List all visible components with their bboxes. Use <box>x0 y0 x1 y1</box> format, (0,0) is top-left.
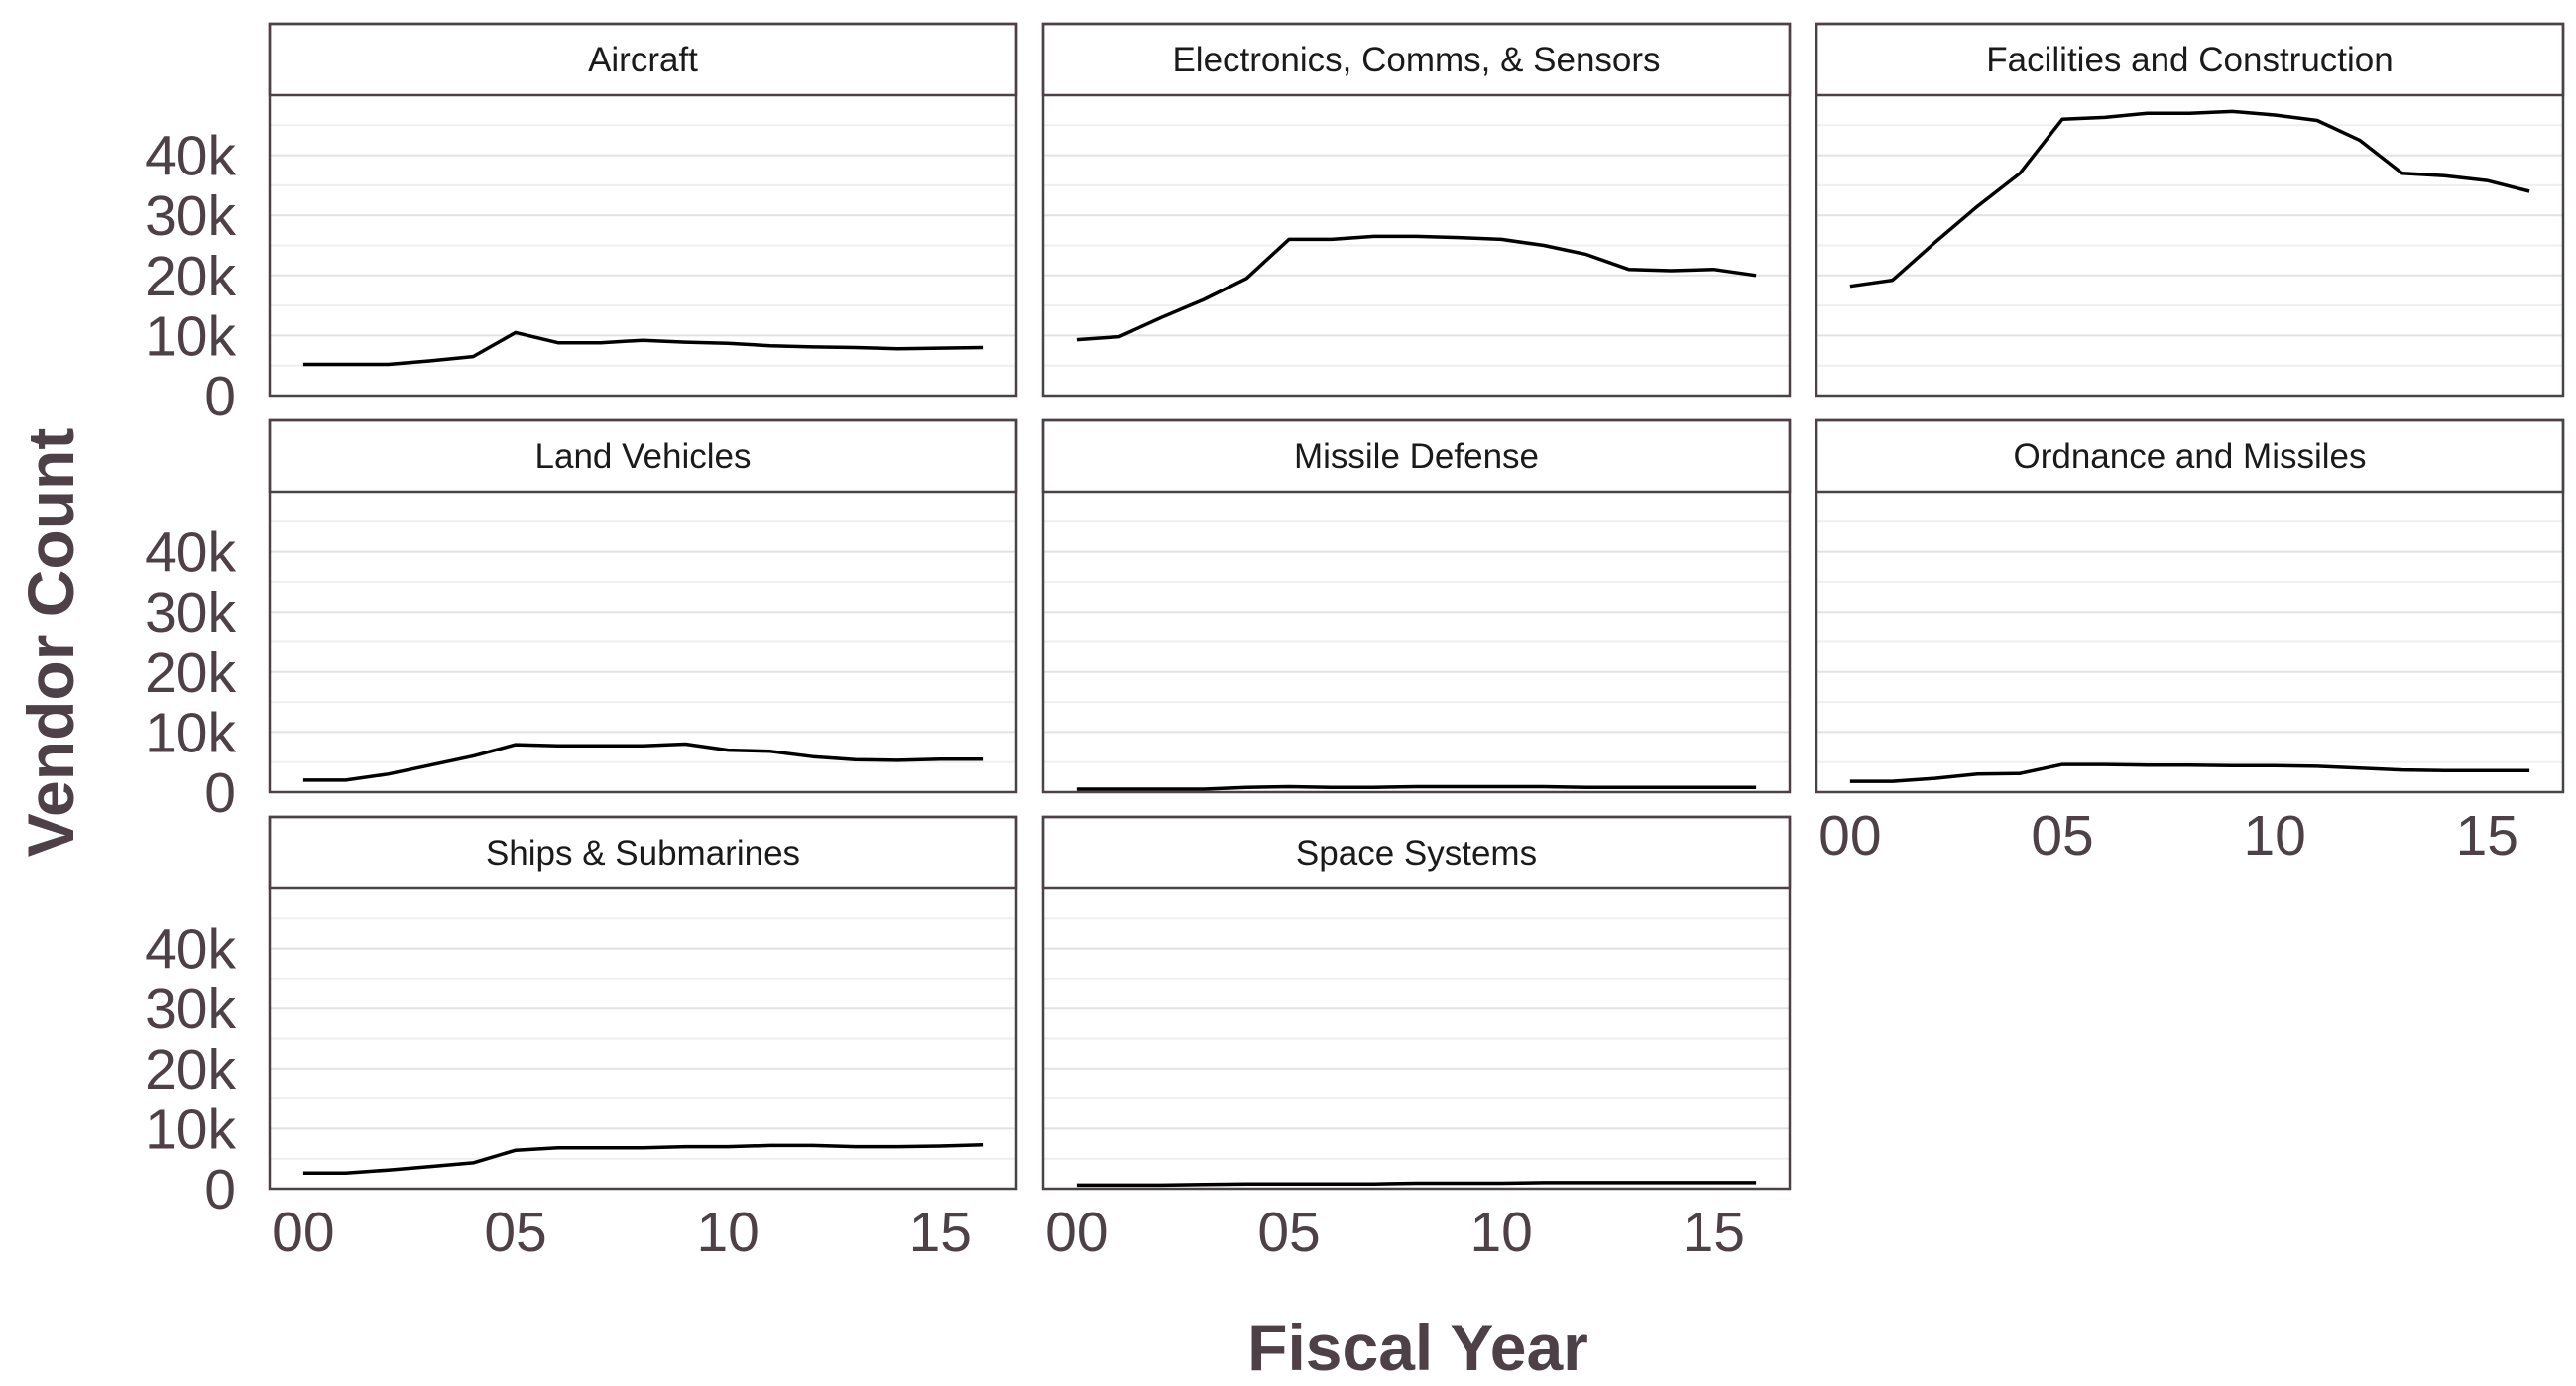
series-line <box>302 1143 984 1175</box>
series-line <box>1076 234 1757 342</box>
panels: Aircraft Electronics, Comms, & Sensors Fac… <box>268 22 2565 1191</box>
facet-title: Land Vehicles <box>535 437 752 476</box>
y-tick-label: 20k <box>145 641 236 705</box>
y-axis-title: Vendor Count <box>14 428 87 858</box>
y-tick-label: 0 <box>204 1158 236 1221</box>
x-tick-label: 05 <box>484 1201 546 1264</box>
panel-border <box>1041 418 1792 794</box>
x-tick-label: 00 <box>272 1201 334 1264</box>
panel-border <box>1041 815 1792 1191</box>
y-tick-label: 30k <box>145 978 236 1041</box>
facet-title: Ordnance and Missiles <box>2014 437 2367 476</box>
y-tick-label: 40k <box>145 125 236 188</box>
y-tick-label: 0 <box>204 761 236 825</box>
panel-border <box>268 815 1018 1191</box>
facet-title: Aircraft <box>588 41 698 79</box>
panel-border <box>268 418 1018 794</box>
series-line <box>1849 762 2530 783</box>
y-tick-label: 20k <box>145 1038 236 1101</box>
facet-title: Space Systems <box>1296 834 1537 872</box>
facet-strip <box>1815 418 2565 494</box>
y-tick-label: 40k <box>145 521 236 585</box>
panel: Aircraft <box>268 22 1018 398</box>
panel: Ordnance and Missiles <box>1815 418 2565 794</box>
x-tick-label: 10 <box>696 1201 759 1264</box>
x-tick-label: 15 <box>1683 1201 1745 1264</box>
facet-title: Facilities and Construction <box>1986 41 2393 79</box>
y-tick-label: 10k <box>145 701 236 764</box>
series-line <box>302 330 984 367</box>
x-axes: 00 05 10 15 00 05 10 15 00 05 10 15 <box>272 804 2518 1264</box>
y-tick-label: 0 <box>204 365 236 428</box>
x-tick-label: 00 <box>1045 1201 1108 1264</box>
x-tick-label: 00 <box>1818 804 1881 867</box>
panel: Ships & Submarines <box>268 815 1018 1191</box>
panel: Missile Defense <box>1041 418 1792 794</box>
x-axis-title: Fiscal Year <box>1247 1311 1588 1384</box>
panel-border <box>1815 418 2565 794</box>
x-tick-label: 05 <box>2031 804 2093 867</box>
panel-border <box>1041 22 1792 398</box>
x-tick-label: 15 <box>2456 804 2518 867</box>
x-tick-label: 05 <box>1257 1201 1320 1264</box>
panel-border <box>268 22 1018 398</box>
x-tick-label: 10 <box>1469 1201 1532 1264</box>
facet-strip <box>268 418 1018 494</box>
x-tick-label: 10 <box>2243 804 2305 867</box>
facet-title: Ships & Submarines <box>486 834 800 872</box>
series-line <box>1076 1181 1757 1188</box>
y-tick-label: 10k <box>145 304 236 368</box>
series-line <box>1849 109 2530 289</box>
facet-title: Missile Defense <box>1294 437 1539 476</box>
panel-border <box>1815 22 2565 398</box>
y-tick-label: 40k <box>145 918 236 982</box>
facet-strip <box>1815 22 2565 97</box>
facet-strip <box>1041 815 1792 890</box>
x-tick-label: 15 <box>909 1201 972 1264</box>
series-line <box>302 742 984 782</box>
facet-title: Electronics, Comms, & Sensors <box>1172 41 1660 79</box>
y-tick-label: 30k <box>145 581 236 644</box>
y-tick-label: 10k <box>145 1097 236 1161</box>
panel: Electronics, Comms, & Sensors <box>1041 22 1792 398</box>
y-tick-label: 20k <box>145 245 236 308</box>
panel: Land Vehicles <box>268 418 1018 794</box>
y-tick-label: 30k <box>145 184 236 248</box>
panel: Facilities and Construction <box>1815 22 2565 398</box>
series-line <box>1076 784 1757 791</box>
panel: Space Systems <box>1041 815 1792 1191</box>
